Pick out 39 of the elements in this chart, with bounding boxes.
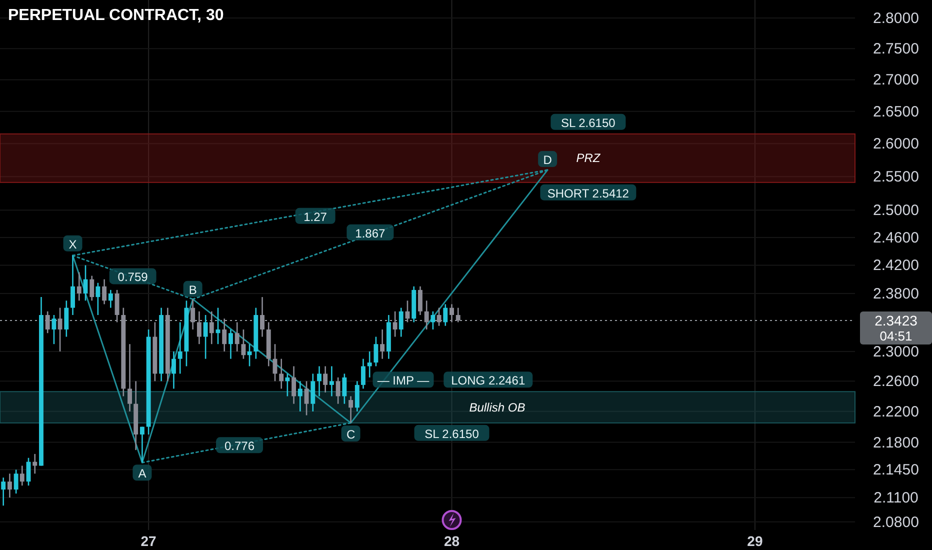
annotation: C xyxy=(346,427,356,442)
y-tick-label: 2.7000 xyxy=(873,72,919,89)
y-tick-label: 2.3000 xyxy=(873,343,919,360)
y-tick-label: 2.0800 xyxy=(873,514,919,531)
annotation: 1.27 xyxy=(304,210,328,224)
band-label: Bullish OB xyxy=(469,400,526,414)
annotation: D xyxy=(543,153,552,168)
x-tick-label: 29 xyxy=(747,533,763,549)
chart-title: PERPETUAL CONTRACT, 30 xyxy=(8,7,224,24)
annotation: 1.867 xyxy=(355,226,386,240)
band-label: PRZ xyxy=(576,151,601,166)
annotation: — IMP — xyxy=(377,374,430,388)
annotation: X xyxy=(68,237,77,252)
annotation: SL 2.6150 xyxy=(561,116,616,130)
annotation: LONG 2.2461 xyxy=(451,374,526,388)
y-tick-label: 2.8000 xyxy=(873,10,919,28)
annotation: SL 2.6150 xyxy=(424,426,480,441)
y-tick-label: 2.3800 xyxy=(873,285,919,302)
y-tick-label: 2.1450 xyxy=(873,462,919,479)
y-tick-label: 2.1100 xyxy=(874,490,918,507)
y-tick-label: 2.6000 xyxy=(873,136,919,153)
x-tick-label: 28 xyxy=(444,533,460,549)
y-tick-label: 2.4200 xyxy=(873,257,919,274)
y-tick-label: 2.1800 xyxy=(873,434,919,452)
annotation: B xyxy=(188,282,197,297)
y-tick-label: 2.5500 xyxy=(873,168,919,186)
y-tick-label: 2.5000 xyxy=(873,202,919,220)
y-tick-label: 2.2600 xyxy=(873,373,919,390)
text: 04:51 xyxy=(880,328,912,344)
ref-line-label: 2.3423 xyxy=(874,312,918,329)
y-tick-label: 2.4600 xyxy=(873,229,919,246)
y-tick-label: 2.2200 xyxy=(873,403,919,420)
annotation: 0.759 xyxy=(118,270,148,284)
annotation: 0.776 xyxy=(224,439,255,454)
x-tick-label: 27 xyxy=(140,533,157,549)
annotation: SHORT 2.5412 xyxy=(547,186,630,200)
y-tick-label: 2.7500 xyxy=(873,40,919,58)
annotation: A xyxy=(138,466,146,481)
y-tick-label: 2.6500 xyxy=(873,103,919,120)
